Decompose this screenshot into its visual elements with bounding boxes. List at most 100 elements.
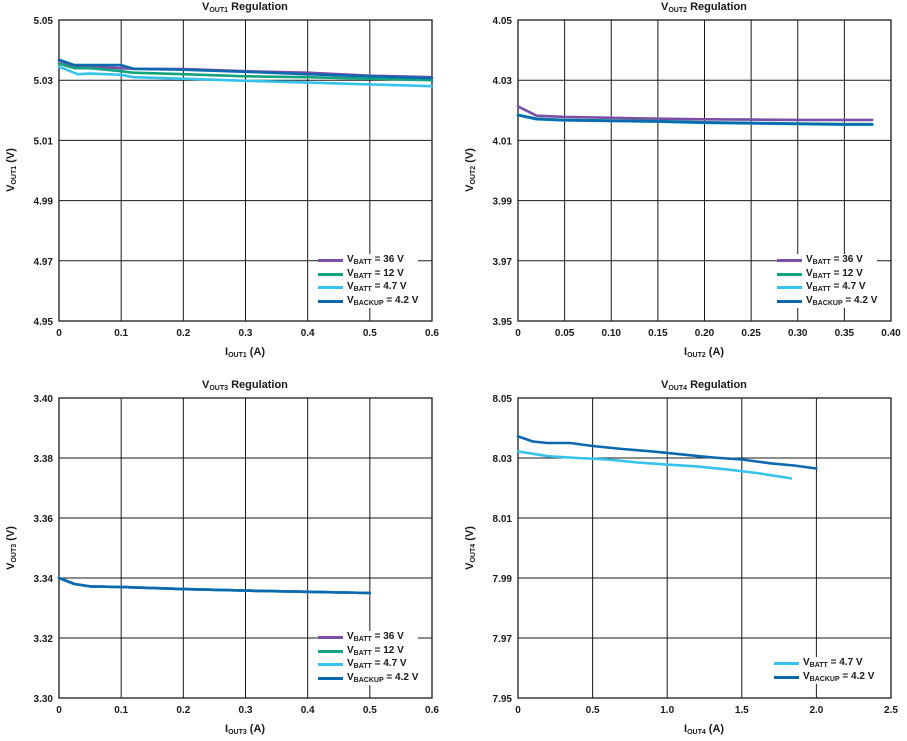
label-main: I: [225, 346, 229, 358]
legend-label-main: V: [806, 294, 813, 306]
legend: VBATT = 36 V VBATT = 12 V VBATT = 4.7 V VBA…: [318, 631, 419, 686]
series-line-vbackup: [57, 576, 372, 595]
legend-entry: VBATT = 12 V: [318, 645, 418, 659]
series-line-vbatt_47: [516, 450, 793, 480]
legend: VBATT = 36 V VBATT = 12 V VBATT = 4.7 V VBA…: [777, 254, 878, 308]
y-tick-label: 3.40: [34, 394, 54, 405]
legend-label-main: V: [347, 267, 354, 279]
legend-label: VBACKUP = 4.2 V: [347, 672, 418, 686]
legend-label: VBATT = 12 V: [347, 645, 404, 659]
label-rest: (A): [705, 723, 725, 735]
label-rest: (A): [246, 723, 266, 735]
label-subscript: OUT3: [228, 729, 247, 736]
label-subscript: OUT1: [228, 352, 247, 359]
label-main: V: [4, 562, 17, 570]
y-tick-label: 3.36: [34, 514, 54, 525]
series-line-vbackup: [57, 58, 434, 80]
label-subscript: OUT2: [668, 7, 688, 14]
legend-label-main: V: [806, 281, 813, 292]
x-tick-label: 0.35: [835, 328, 855, 339]
legend: VBATT = 4.7 V VBACKUP = 4.2 V: [774, 657, 875, 685]
x-tick-label: 0.2: [176, 705, 190, 716]
label-main: V: [202, 379, 210, 391]
legend-swatch: [774, 675, 799, 679]
x-tick-label: 1.0: [660, 705, 674, 716]
y-tick-label: 7.95: [493, 694, 513, 705]
series-line-vbatt_12: [57, 62, 434, 82]
legend-entry: VBATT = 4.7 V: [318, 658, 418, 672]
x-axis-label: IOUT4 (A): [684, 723, 725, 736]
legend-label-main: V: [347, 631, 354, 642]
y-tick-label: 4.99: [34, 197, 54, 208]
y-axis-label: VOUT3 (V): [4, 526, 18, 570]
label-rest: (A): [705, 346, 725, 358]
x-tick-label: 0.3: [239, 328, 253, 339]
legend-label-main: V: [806, 254, 813, 265]
label-subscript: OUT1: [209, 7, 229, 14]
label-subscript: OUT3: [209, 385, 229, 392]
y-tick-label: 3.99: [493, 197, 513, 208]
legend-label: VBATT = 12 V: [806, 268, 863, 282]
legend-label: VBATT = 4.7 V: [806, 281, 866, 295]
x-tick-label: 0.40: [881, 328, 901, 339]
x-tick-label: 2.5: [884, 705, 898, 716]
legend-label-subscript: BACKUP: [812, 299, 843, 307]
legend-entry: VBACKUP = 4.2 V: [318, 672, 418, 686]
y-tick-label: 8.05: [493, 394, 513, 405]
legend-label: VBATT = 36 V: [347, 631, 404, 645]
x-tick-label: 0.3: [239, 705, 253, 716]
legend-label-value: = 4.2 V: [839, 670, 875, 682]
legend-label-subscript: BATT: [809, 662, 828, 669]
y-tick-label: 3.97: [493, 257, 513, 268]
legend-label-main: V: [347, 294, 354, 306]
legend-label-value: = 36 V: [371, 631, 404, 642]
legend-entry: VBATT = 36 V: [318, 254, 418, 268]
legend-label-subscript: BACKUP: [809, 675, 840, 683]
legend-label-main: V: [806, 267, 813, 279]
x-tick-label: 0.6: [425, 705, 439, 716]
y-tick-label: 8.03: [493, 454, 513, 465]
y-tick-label: 5.05: [34, 16, 54, 27]
legend-label-subscript: BACKUP: [353, 676, 384, 684]
label-rest: (A): [246, 346, 266, 358]
legend-label: VBACKUP = 4.2 V: [347, 295, 418, 309]
legend-label-subscript: BATT: [353, 663, 372, 670]
legend-label: VBATT = 4.7 V: [347, 281, 407, 295]
legend-swatch: [777, 286, 802, 290]
x-tick-label: 0: [515, 328, 521, 339]
x-tick-label: 0.5: [363, 705, 377, 716]
series-line-vbatt_12: [516, 113, 874, 126]
legend: VBATT = 36 V VBATT = 12 V VBATT = 4.7 V VBA…: [318, 254, 419, 309]
legend-label-subscript: BATT: [812, 272, 831, 280]
y-tick-label: 3.34: [34, 574, 54, 585]
x-tick-label: 0: [515, 705, 521, 716]
x-tick-label: 0.4: [301, 328, 315, 339]
label-main: I: [684, 346, 688, 358]
legend-label-main: V: [347, 644, 354, 656]
x-axis-label: IOUT3 (A): [225, 723, 266, 736]
legend-swatch: [318, 663, 343, 667]
legend-label-subscript: BATT: [812, 286, 831, 293]
legend-label-value: = 12 V: [371, 644, 404, 656]
legend-entry: VBACKUP = 4.2 V: [774, 671, 874, 685]
legend-entry: VBATT = 12 V: [318, 268, 418, 282]
y-tick-label: 3.30: [34, 694, 54, 705]
chart-title: VOUT2 Regulation: [661, 1, 747, 14]
series-line-vbackup: [516, 113, 874, 126]
legend-entry: VBACKUP = 4.2 V: [318, 295, 418, 309]
legend-entry: VBATT = 12 V: [777, 268, 877, 282]
legend-label-value: = 12 V: [830, 267, 863, 279]
y-tick-label: 7.97: [493, 634, 513, 645]
y-tick-label: 7.99: [493, 574, 513, 585]
y-tick-label: 8.01: [493, 514, 513, 525]
legend-label-subscript: BATT: [812, 259, 831, 266]
x-tick-label: 0: [56, 328, 62, 339]
x-tick-label: 1.5: [735, 705, 749, 716]
x-tick-label: 0.15: [648, 328, 668, 339]
series-line-vbatt_36: [57, 59, 434, 79]
series-line-vbatt_36: [516, 105, 874, 122]
legend-label-subscript: BATT: [353, 259, 372, 266]
chart-title: VOUT1 Regulation: [202, 1, 288, 14]
x-tick-label: 0.1: [114, 328, 128, 339]
